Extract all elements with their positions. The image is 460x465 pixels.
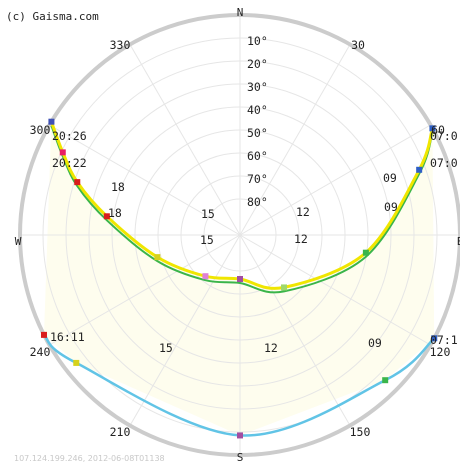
summer-hour-marker (429, 125, 436, 132)
summer-hour-marker (202, 273, 209, 280)
credit-label: (c) Gaisma.com (6, 10, 99, 23)
hour-label: 15 (159, 341, 173, 355)
hour-label: 07:0 (430, 129, 458, 143)
winter-hour-marker (40, 331, 47, 338)
summer-hour-marker (237, 276, 243, 282)
azimuth-label: 300 (30, 123, 51, 137)
azimuth-spoke (129, 44, 241, 236)
summer-hour-marker (48, 118, 55, 125)
azimuth-spoke (239, 234, 351, 426)
hour-label: 15 (201, 207, 215, 221)
azimuth-label: 330 (110, 38, 131, 52)
azimuth-spoke (49, 124, 241, 236)
summer-hour-marker (362, 249, 369, 256)
daylight-region (44, 121, 435, 436)
hour-label: 20:22 (52, 156, 87, 170)
compass-west: W (15, 235, 22, 248)
hour-label: 07:1 (430, 333, 458, 347)
elevation-label: 20° (247, 57, 268, 71)
azimuth-label: 60 (431, 123, 445, 137)
hour-label: 20:26 (52, 129, 87, 143)
elevation-label: 60° (247, 149, 268, 163)
hour-label: 15 (200, 233, 214, 247)
summer-hour-marker (59, 149, 66, 156)
azimuth-label: 30 (351, 38, 365, 52)
hour-label: 07:0 (430, 156, 458, 170)
azimuth-spoke (239, 44, 351, 236)
elevation-label: 10° (247, 34, 268, 48)
summer-path (49, 121, 434, 290)
footer-stamp: 107.124.199.246, 2012-06-08T01138 (14, 454, 165, 463)
azimuth-label: 120 (430, 345, 451, 359)
summer-hour-marker (280, 284, 287, 291)
equinox-path (50, 125, 434, 294)
hour-label: 12 (264, 341, 278, 355)
winter-hour-marker (431, 335, 438, 342)
hour-label: 09 (368, 336, 382, 350)
daylight-fill (44, 121, 435, 436)
summer-hour-marker (74, 179, 81, 186)
summer-hour-marker (416, 166, 423, 173)
compass-east: E (457, 235, 460, 248)
hour-label: 16:11 (50, 330, 85, 344)
azimuth-label: 240 (30, 345, 51, 359)
azimuth-label: 150 (350, 425, 371, 439)
elevation-label: 70° (247, 172, 268, 186)
elevation-label: 30° (247, 80, 268, 94)
horizon-ring (18, 13, 460, 457)
azimuth-spoke (49, 234, 241, 346)
azimuth-spoke (129, 234, 241, 426)
elevation-label: 80° (247, 195, 268, 209)
hour-label: 12 (294, 232, 308, 246)
hour-label: 09 (383, 171, 397, 185)
summer-hour-marker (154, 254, 161, 261)
chart-labels: (c) Gaisma.com N S W E 107.124.199.246, … (6, 6, 460, 464)
summer-hour-marker (103, 213, 110, 220)
azimuth-spoke (239, 124, 431, 236)
winter-hour-marker (237, 432, 243, 439)
hour-label: 12 (296, 205, 310, 219)
winter-hour-marker (73, 359, 80, 366)
hour-label: 09 (384, 200, 398, 214)
hour-markers (40, 118, 438, 439)
azimuth-spoke (239, 234, 431, 346)
hour-label: 18 (111, 180, 125, 194)
polar-grid (18, 13, 460, 457)
elevation-label: 40° (247, 103, 268, 117)
compass-south: S (237, 451, 244, 464)
azimuth-label: 210 (110, 425, 131, 439)
compass-north: N (237, 6, 244, 19)
elevation-label: 50° (247, 126, 268, 140)
hour-label: 18 (108, 206, 122, 220)
winter-hour-marker (382, 377, 389, 384)
